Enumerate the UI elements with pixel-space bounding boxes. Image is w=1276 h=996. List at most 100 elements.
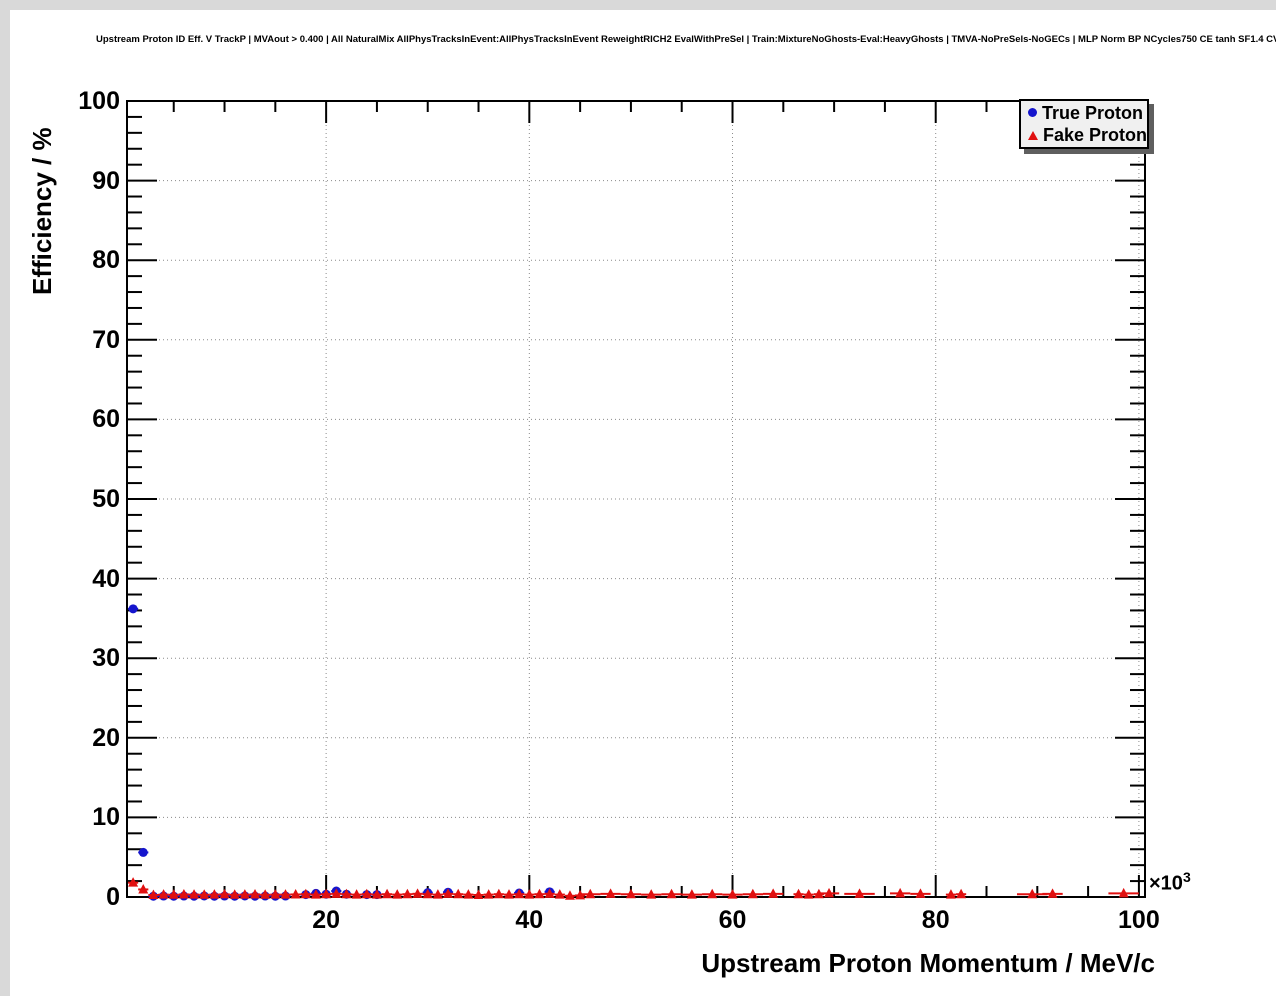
- data-point-fake-proton: [321, 888, 332, 899]
- y-tick-label: 40: [92, 564, 120, 593]
- data-point-fake-proton: [402, 888, 413, 899]
- data-point-fake-proton: [504, 889, 515, 899]
- data-point-fake-proton: [463, 889, 474, 899]
- data-point-fake-proton: [854, 888, 865, 898]
- data-point-fake-proton: [824, 887, 835, 898]
- data-point-fake-proton: [412, 888, 423, 898]
- data-point-fake-proton: [564, 890, 575, 900]
- data-point-true-proton: [128, 604, 138, 614]
- data-point-fake-proton: [219, 888, 230, 899]
- data-point-fake-proton: [803, 889, 814, 899]
- data-point-fake-proton: [483, 889, 494, 899]
- data-point-fake-proton: [768, 888, 779, 898]
- x-axis-scale-exponent: ×103: [1149, 869, 1191, 896]
- y-tick-label: 50: [92, 485, 120, 513]
- x-scale-prefix: ×10: [1149, 872, 1183, 895]
- x-tick-label: 40: [515, 906, 544, 934]
- x-tick-label: 80: [921, 906, 950, 934]
- data-point-fake-proton: [382, 888, 393, 899]
- plot-frame: [126, 100, 1146, 898]
- data-point-fake-proton: [189, 889, 200, 899]
- data-point-fake-proton: [209, 889, 220, 899]
- data-point-fake-proton: [280, 889, 291, 899]
- data-point-fake-proton: [605, 888, 616, 898]
- data-point-fake-proton: [514, 888, 525, 899]
- plot-title: Upstream Proton ID Eff. V TrackP | MVAou…: [96, 34, 1276, 45]
- data-point-fake-proton: [945, 889, 956, 899]
- legend-label-true-proton: True Proton: [1042, 102, 1144, 123]
- y-axis-title: Efficiency / %: [27, 127, 57, 295]
- legend-entry-true-proton: True Proton: [1021, 102, 1147, 123]
- legend-entry-fake-proton: Fake Proton: [1021, 125, 1147, 146]
- fake-proton-marker-icon: [1028, 130, 1038, 140]
- x-scale-exp: 3: [1182, 869, 1191, 885]
- data-point-fake-proton: [331, 888, 342, 898]
- data-point-fake-proton: [1047, 888, 1058, 898]
- data-point-fake-proton: [895, 887, 906, 898]
- true-proton-marker-icon: [1028, 108, 1037, 118]
- data-point-fake-proton: [443, 888, 454, 898]
- data-point-fake-proton: [341, 888, 352, 899]
- data-point-fake-proton: [300, 888, 311, 899]
- legend-label-fake-proton: Fake Proton: [1043, 125, 1148, 146]
- data-point-fake-proton: [956, 888, 967, 899]
- data-point-fake-proton: [1118, 887, 1129, 898]
- y-tick-label: 30: [92, 644, 120, 673]
- data-point-fake-proton: [260, 889, 271, 899]
- y-tick-label: 70: [92, 325, 120, 354]
- data-point-fake-proton: [666, 888, 677, 899]
- data-point-fake-proton: [138, 883, 149, 894]
- data-point-fake-proton: [229, 889, 240, 899]
- y-tick-label: 80: [92, 246, 120, 275]
- x-axis-title: Upstream Proton Momentum / MeV/c: [701, 948, 1155, 978]
- y-tick-label: 60: [92, 405, 120, 434]
- data-point-fake-proton: [250, 888, 261, 899]
- data-point-fake-proton: [493, 888, 504, 899]
- data-point-fake-proton: [473, 889, 484, 900]
- legend: True Proton Fake Proton: [1019, 99, 1149, 149]
- data-point-fake-proton: [915, 888, 926, 898]
- data-point-fake-proton: [585, 888, 596, 899]
- data-point-fake-proton: [646, 889, 657, 899]
- data-point-fake-proton: [534, 888, 545, 899]
- data-point-fake-proton: [524, 889, 535, 899]
- y-tick-label: 10: [92, 803, 120, 832]
- y-tick-label: 100: [78, 87, 120, 115]
- data-point-fake-proton: [686, 889, 697, 899]
- data-point-fake-proton: [371, 889, 382, 899]
- data-point-fake-proton: [747, 888, 758, 899]
- data-point-fake-proton: [178, 888, 189, 899]
- y-tick-label: 0: [106, 883, 120, 911]
- data-point-fake-proton: [148, 889, 159, 900]
- data-point-fake-proton: [432, 889, 443, 899]
- canvas-border-top: [0, 0, 1276, 10]
- data-point-fake-proton: [1027, 888, 1038, 899]
- data-point-true-proton: [138, 847, 148, 857]
- y-tick-label: 90: [92, 166, 120, 195]
- data-point-fake-proton: [453, 888, 464, 899]
- data-point-fake-proton: [727, 889, 738, 899]
- data-point-fake-proton: [239, 889, 250, 899]
- x-tick-label: 60: [718, 906, 747, 934]
- data-point-fake-proton: [128, 877, 139, 887]
- x-tick-label: 100: [1118, 906, 1160, 934]
- data-point-fake-proton: [310, 889, 321, 899]
- data-point-fake-proton: [625, 888, 636, 899]
- data-point-fake-proton: [544, 888, 555, 898]
- data-point-fake-proton: [554, 889, 565, 899]
- canvas-border-left: [0, 0, 10, 996]
- data-point-fake-proton: [158, 889, 169, 899]
- y-tick-label: 20: [92, 723, 120, 752]
- data-point-fake-proton: [168, 889, 179, 899]
- data-point-fake-proton: [392, 889, 403, 899]
- data-point-fake-proton: [707, 888, 718, 899]
- data-point-fake-proton: [351, 889, 362, 899]
- data-point-fake-proton: [361, 888, 372, 899]
- data-point-fake-proton: [270, 889, 281, 899]
- data-point-fake-proton: [793, 888, 804, 899]
- data-point-fake-proton: [199, 889, 210, 899]
- x-tick-label: 20: [312, 906, 341, 934]
- data-point-fake-proton: [422, 888, 433, 899]
